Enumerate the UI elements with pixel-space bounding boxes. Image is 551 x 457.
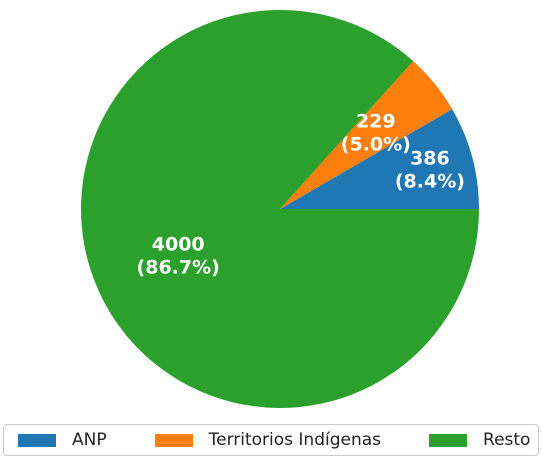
slice-value-anp: 386: [410, 148, 450, 170]
pie-slice-resto: [81, 9, 479, 408]
legend: ANP Territorios Indígenas Resto: [3, 424, 540, 456]
slice-percent-anp: (8.4%): [395, 171, 465, 193]
legend-item-territorios-indigenas: Territorios Indígenas: [154, 430, 382, 450]
slice-label-resto: 4000 (86.7%): [137, 233, 220, 278]
slice-label-territorios-indigenas: 229 (5.0%): [341, 110, 411, 155]
legend-item-resto: Resto: [429, 430, 530, 450]
pie-slices: [81, 9, 480, 408]
legend-label-territorios-indigenas: Territorios Indígenas: [208, 430, 382, 450]
pie-labels: 386 (8.4%)229 (5.0%)4000 (86.7%): [137, 110, 465, 278]
legend-label-resto: Resto: [483, 430, 531, 450]
legend-item-anp: ANP: [18, 430, 107, 450]
slice-value-resto: 4000: [152, 233, 205, 255]
legend-swatch-resto: [429, 433, 468, 447]
legend-swatch-anp: [18, 433, 56, 447]
slice-label-anp: 386 (8.4%): [395, 148, 465, 193]
slice-value-territorios-indigenas: 229: [356, 110, 396, 132]
pie-slice-territorios-indigenas: [280, 61, 453, 209]
legend-swatch-territorios-indigenas: [154, 433, 193, 447]
pie-slice-anp: [280, 109, 480, 209]
legend-label-anp: ANP: [72, 430, 107, 450]
slice-percent-resto: (86.7%): [137, 256, 220, 278]
slice-percent-territorios-indigenas: (5.0%): [341, 133, 411, 155]
